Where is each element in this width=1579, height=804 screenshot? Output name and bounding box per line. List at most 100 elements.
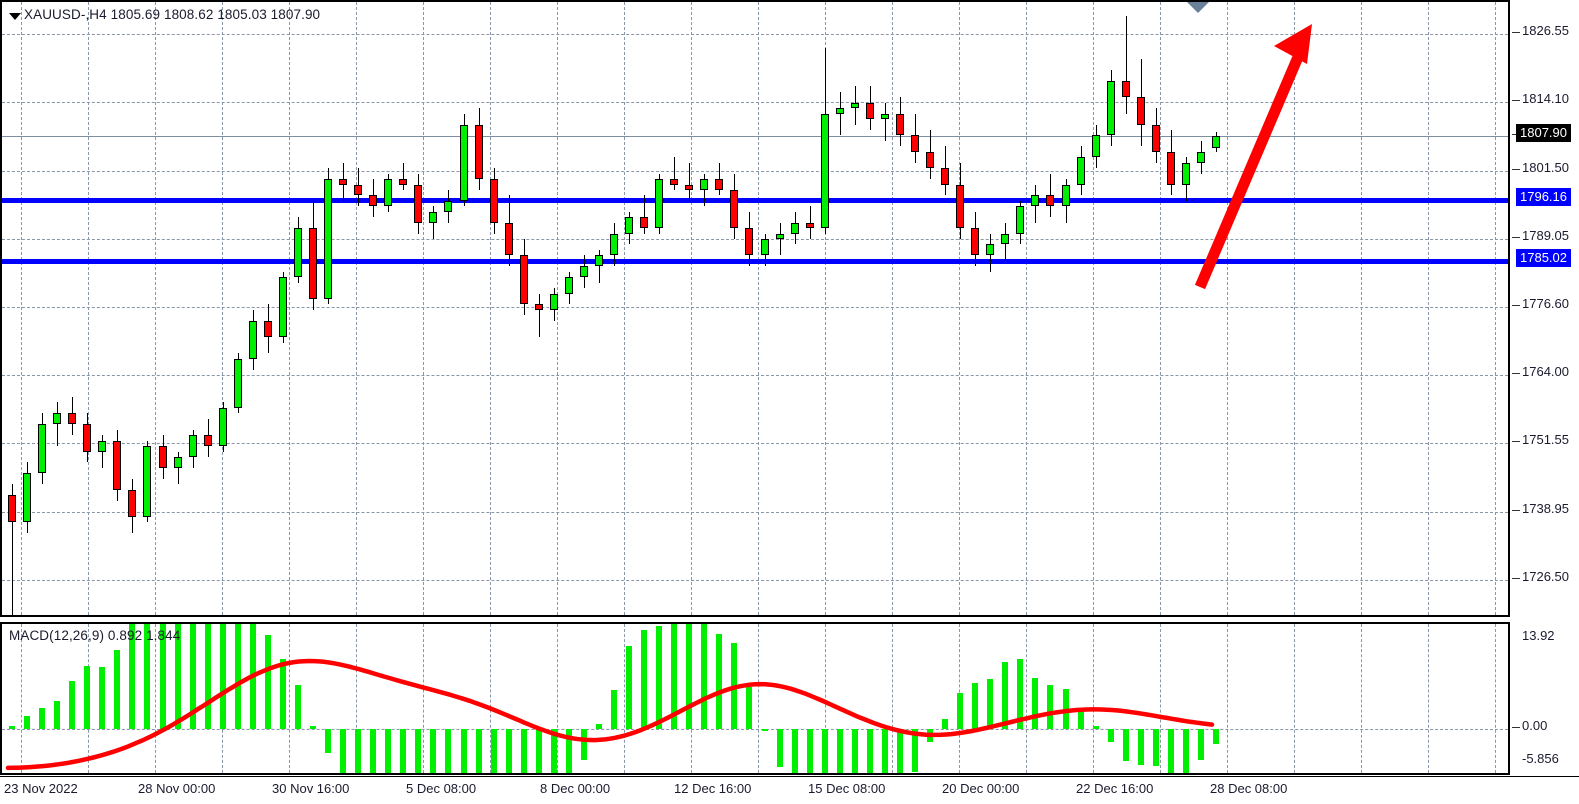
grid-line-vertical — [222, 2, 223, 615]
support-resistance-line[interactable] — [2, 258, 1508, 264]
time-tick-label: 12 Dec 16:00 — [674, 781, 752, 796]
grid-line-vertical — [959, 2, 960, 615]
macd-tick-label: 13.92 — [1522, 628, 1555, 643]
macd-histogram-bar — [461, 728, 467, 773]
macd-histogram-bar — [1138, 728, 1144, 766]
macd-histogram-bar — [370, 728, 376, 773]
bullish-arrow-annotation[interactable] — [2, 2, 1512, 619]
grid-line-vertical — [1093, 624, 1094, 773]
macd-plot-area[interactable] — [2, 624, 1508, 773]
axis-tick — [1512, 304, 1520, 306]
candle-wick — [102, 435, 103, 468]
current-price-line — [2, 136, 1508, 138]
candlestick — [339, 179, 348, 185]
macd-indicator-pane[interactable]: MACD(12,26,9) 0.892 1.844 — [0, 622, 1510, 775]
macd-histogram-bar — [626, 645, 632, 729]
macd-histogram-bar — [1198, 728, 1204, 761]
price-tick-label: 1738.95 — [1522, 500, 1569, 516]
time-tick-label: 8 Dec 00:00 — [540, 781, 611, 796]
candlestick — [98, 440, 107, 452]
macd-histogram-bar — [144, 624, 150, 729]
macd-histogram-bar — [205, 624, 211, 729]
support-resistance-line[interactable] — [2, 198, 1508, 203]
candle-wick — [12, 484, 13, 615]
grid-line-horizontal — [2, 102, 1508, 104]
grid-line-vertical — [1026, 2, 1027, 615]
macd-zero-line — [2, 728, 1508, 730]
macd-tick-label: 0.00 — [1522, 717, 1548, 733]
candlestick — [1121, 81, 1130, 98]
grid-line-vertical — [691, 2, 692, 615]
axis-tick — [1512, 168, 1520, 170]
grid-line-horizontal — [2, 238, 1508, 240]
candlestick — [1091, 135, 1100, 158]
macd-histogram-bar — [491, 728, 497, 773]
grid-line-vertical — [758, 2, 759, 615]
candlestick — [745, 228, 754, 256]
macd-histogram-bar — [521, 728, 527, 773]
candlestick — [203, 435, 212, 447]
time-axis[interactable]: 23 Nov 2022 28 Nov 00:00 30 Nov 16:00 5 Dec… — [0, 776, 1579, 804]
macd-histogram-bar — [551, 728, 557, 773]
price-plot-area[interactable] — [2, 2, 1508, 615]
candlestick — [113, 440, 122, 490]
candlestick — [850, 102, 859, 109]
macd-histogram-bar — [340, 728, 346, 773]
macd-histogram-bar — [99, 666, 105, 729]
time-tick-label: 28 Dec 08:00 — [1210, 781, 1288, 796]
macd-histogram-bar — [69, 680, 75, 729]
candlestick — [760, 239, 769, 256]
grid-line-horizontal — [2, 306, 1508, 308]
price-axis[interactable]: 1826.55 1814.10 1801.50 1789.05 1776.60 1764.… — [1512, 0, 1579, 617]
grid-line-vertical — [1428, 2, 1429, 615]
grid-line-vertical — [1428, 624, 1429, 773]
macd-histogram-bar — [641, 629, 647, 729]
triangle-down-marker-icon[interactable] — [1187, 2, 1209, 13]
grid-line-vertical — [490, 2, 491, 615]
macd-axis[interactable]: 13.92 0.00 -5.856 — [1512, 622, 1579, 775]
price-chart-pane[interactable]: XAUUSD-,H4 1805.69 1808.62 1805.03 1807.… — [0, 0, 1510, 617]
candlestick — [68, 413, 77, 425]
triangle-down-icon[interactable] — [9, 13, 21, 20]
candle-wick — [644, 195, 645, 234]
grid-line-vertical — [1361, 2, 1362, 615]
level-price-label[interactable]: 1785.02 — [1516, 248, 1571, 267]
axis-tick — [1512, 441, 1520, 443]
candlestick — [655, 179, 664, 229]
candle-wick — [1050, 173, 1051, 218]
candlestick — [1166, 151, 1175, 185]
candlestick — [233, 358, 242, 408]
level-price-label[interactable]: 1796.16 — [1516, 188, 1571, 206]
macd-histogram-bar — [1032, 677, 1038, 729]
macd-histogram-bar — [1153, 728, 1159, 767]
grid-line-vertical — [88, 2, 89, 615]
candlestick — [474, 124, 483, 180]
macd-histogram-bar — [190, 624, 196, 729]
macd-histogram-bar — [1002, 661, 1008, 729]
macd-histogram-bar — [24, 715, 30, 729]
candlestick — [519, 255, 528, 305]
candlestick — [640, 217, 649, 229]
price-tick-label: 1814.10 — [1522, 91, 1569, 107]
macd-histogram-bar — [1168, 728, 1174, 773]
candlestick — [895, 113, 904, 136]
macd-histogram-bar — [716, 634, 722, 729]
grid-line-vertical — [155, 2, 156, 615]
macd-histogram-bar — [175, 624, 181, 729]
time-tick-label: 30 Nov 16:00 — [272, 781, 350, 796]
grid-line-vertical — [624, 624, 625, 773]
candlestick — [38, 424, 47, 474]
grid-line-vertical — [423, 2, 424, 615]
candlestick — [429, 211, 438, 223]
macd-histogram-bar — [1047, 684, 1053, 729]
axis-tick — [1512, 236, 1520, 238]
candlestick — [1001, 233, 1010, 245]
grid-line-vertical — [1227, 624, 1228, 773]
candlestick — [23, 473, 32, 523]
macd-histogram-bar — [1093, 726, 1099, 729]
macd-histogram-bar — [746, 686, 752, 729]
candle-wick — [1126, 15, 1127, 114]
candlestick — [971, 228, 980, 256]
axis-tick — [1512, 509, 1520, 511]
